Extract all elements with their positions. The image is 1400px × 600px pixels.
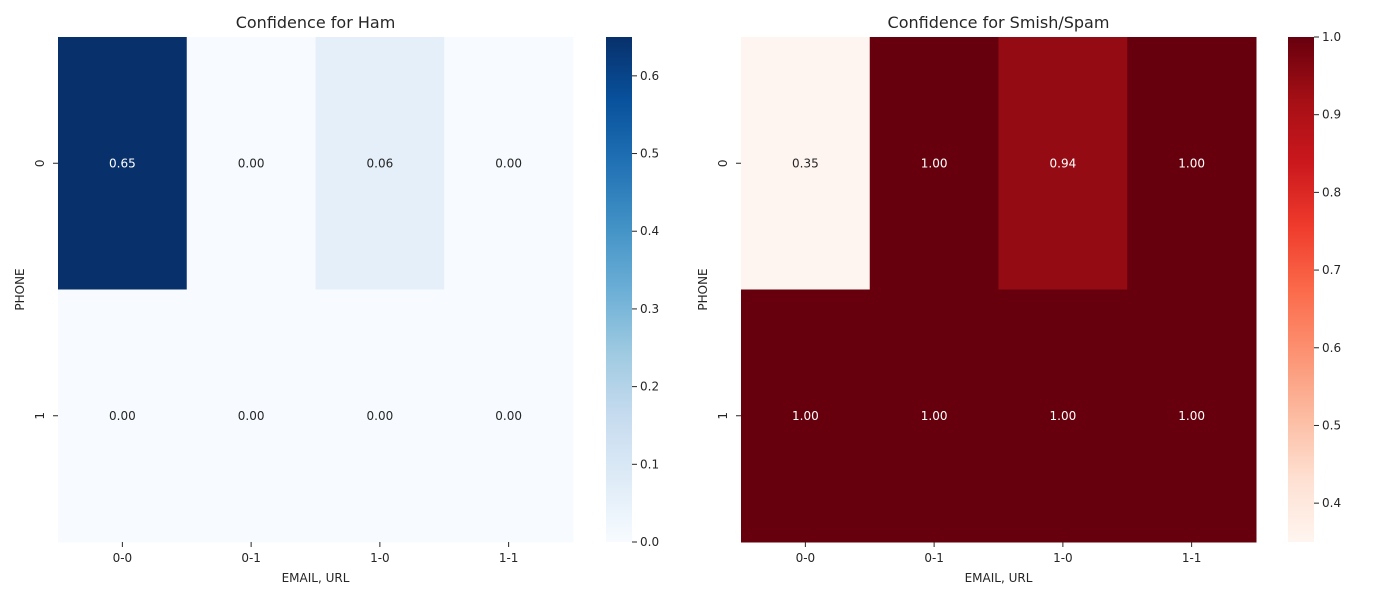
- colorbar-tick-label: 0.3: [640, 302, 659, 316]
- colorbar-tick-label: 0.7: [1322, 263, 1341, 277]
- colorbar-tick-label: 0.6: [1322, 341, 1341, 355]
- x-tick-label: 0-1: [241, 551, 261, 565]
- chart-title: Confidence for Smish/Spam: [888, 13, 1110, 32]
- cell-value-label: 0.00: [238, 409, 265, 423]
- colorbar-tick-label: 0.4: [640, 224, 659, 238]
- heatmap-cell: [1127, 37, 1257, 290]
- x-tick-label: 0-1: [924, 551, 944, 565]
- cell-value-label: 0.06: [367, 156, 394, 170]
- colorbar-tick-label: 0.6: [640, 69, 659, 83]
- heatmap-cell: [444, 289, 574, 543]
- colorbar-tick-label: 0.9: [1322, 108, 1341, 122]
- colorbar-tick-label: 0.5: [1322, 418, 1341, 432]
- colorbar-tick-label: 0.1: [640, 457, 659, 471]
- cell-value-label: 0.94: [1050, 156, 1077, 170]
- cell-value-label: 0.65: [109, 156, 136, 170]
- heatmap-cell: [998, 289, 1128, 543]
- cell-value-label: 1.00: [1050, 409, 1077, 423]
- y-axis-label: PHONE: [13, 268, 27, 310]
- x-tick-label: 0-0: [113, 551, 133, 565]
- x-tick-label: 1-0: [1053, 551, 1073, 565]
- heatmap-cell: [1127, 289, 1257, 543]
- cell-value-label: 1.00: [1178, 156, 1205, 170]
- heatmap-cell: [315, 37, 445, 290]
- colorbar-tick-label: 1.0: [1322, 30, 1341, 44]
- heatmap-cell: [58, 289, 188, 543]
- heatmap-cell: [444, 37, 574, 290]
- chart-title: Confidence for Ham: [236, 13, 396, 32]
- cell-value-label: 0.00: [238, 156, 265, 170]
- colorbar-tick-label: 0.2: [640, 380, 659, 394]
- x-tick-label: 1-1: [1182, 551, 1202, 565]
- cell-value-label: 0.00: [109, 409, 136, 423]
- heatmap-panel-2: 0.35 1.00 0.94 1.001.00 1.00 1.00 1.00Confiden…: [696, 13, 1341, 585]
- heatmap-cell: [998, 37, 1128, 290]
- cell-value-label: 0.00: [495, 409, 522, 423]
- heatmap-cell: [741, 37, 871, 290]
- y-axis-label: PHONE: [696, 268, 710, 310]
- cell-value-label: 1.00: [921, 409, 948, 423]
- colorbar: [1288, 37, 1314, 542]
- heatmap-cell: [58, 37, 188, 290]
- cell-value-label: 0.00: [367, 409, 394, 423]
- x-axis-label: EMAIL, URL: [282, 571, 350, 585]
- y-tick-label: 0: [33, 159, 47, 167]
- cell-value-label: 1.00: [1178, 409, 1205, 423]
- cell-value-label: 0.35: [792, 156, 819, 170]
- heatmap-cell: [186, 289, 316, 543]
- heatmap-cell: [869, 37, 999, 290]
- heatmap-cell: [315, 289, 445, 543]
- y-tick-label: 0: [716, 159, 730, 167]
- x-tick-label: 1-0: [370, 551, 390, 565]
- x-tick-label: 0-0: [796, 551, 816, 565]
- colorbar-tick-label: 0.4: [1322, 496, 1341, 510]
- y-tick-label: 1: [33, 412, 47, 420]
- cell-value-label: 1.00: [921, 156, 948, 170]
- colorbar: [606, 37, 632, 542]
- heatmap-cell: [741, 289, 871, 543]
- heatmap-cell: [186, 37, 316, 290]
- cell-value-label: 1.00: [792, 409, 819, 423]
- colorbar-tick-label: 0.5: [640, 147, 659, 161]
- x-tick-label: 1-1: [499, 551, 519, 565]
- colorbar-tick-label: 0.0: [640, 535, 659, 549]
- heatmap-cell: [869, 289, 999, 543]
- cell-value-label: 0.00: [495, 156, 522, 170]
- heatmap-panel-1: 0.65 0.00 0.06 0.000.00 0.00 0.00 0.00Confiden…: [13, 13, 659, 585]
- y-tick-label: 1: [716, 412, 730, 420]
- x-axis-label: EMAIL, URL: [965, 571, 1033, 585]
- colorbar-tick-label: 0.8: [1322, 185, 1341, 199]
